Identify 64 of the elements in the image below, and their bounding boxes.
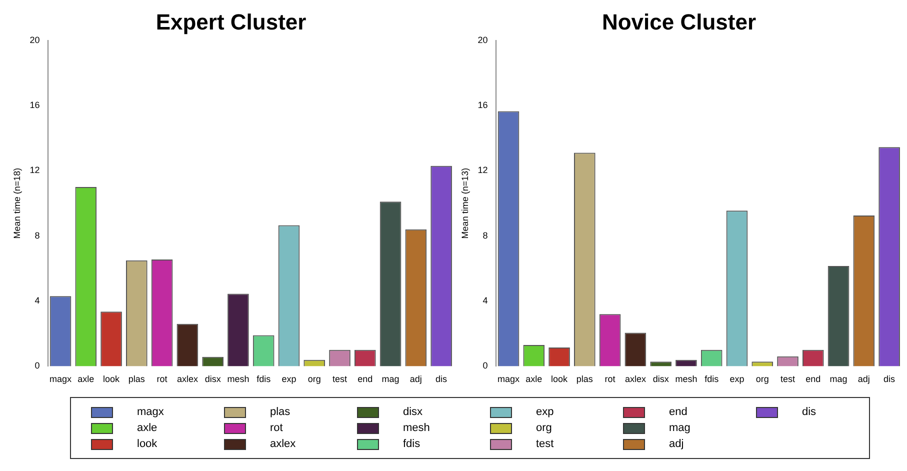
y-tick-label: 12 [478,165,488,176]
x-tick-label: axlex [624,374,646,384]
category-label: disx [403,406,423,418]
x-tick-label: adj [410,374,422,384]
chart-title: Expert Cluster [156,9,307,34]
x-tick-label: plas [576,374,594,384]
x-tick-label: exp [282,374,296,384]
category-label: dis [802,406,816,418]
y-tick-label: 4 [34,296,40,306]
x-tick-label: mesh [675,374,698,384]
category-label: test [536,438,554,450]
x-tick-label: org [308,374,321,384]
category-label: mag [669,422,690,434]
x-tick-label: disx [204,374,222,384]
category-label: fdis [403,438,420,450]
y-tick-label: 0 [482,360,488,371]
x-tick-label: mag [382,374,400,384]
x-tick-label: mag [830,374,848,384]
y-tick-label: 20 [478,34,488,45]
y-axis-title: Mean time (n=18) [12,168,22,239]
x-tick-label: look [551,374,568,384]
y-tick-label: 8 [482,230,488,240]
x-tick-label: end [358,374,373,384]
x-tick-label: fdis [704,374,720,384]
category-label: end [669,406,688,418]
x-tick-label: disx [652,374,670,384]
x-tick-label: org [756,374,769,384]
category-label: look [137,438,158,450]
y-axis-title: Mean time (n=13) [460,168,470,239]
y-tick-label: 4 [482,296,488,306]
x-tick-label: end [806,374,821,384]
x-tick-label: rot [604,374,616,384]
x-tick-label: magx [497,374,520,384]
x-tick-label: mesh [227,374,250,384]
category-label: org [536,422,552,434]
category-label: axle [137,422,158,434]
x-tick-label: magx [49,374,72,384]
x-tick-label: dis [884,374,896,384]
y-tick-label: 0 [34,360,40,371]
category-label: exp [536,406,554,418]
x-tick-label: fdis [256,374,272,384]
x-tick-label: exp [730,374,744,384]
category-label: adj [669,438,684,450]
category-label: mesh [403,422,430,434]
category-label: axlex [270,438,296,450]
y-tick-label: 20 [30,34,40,45]
x-tick-label: test [780,374,796,384]
x-tick-label: plas [128,374,146,384]
y-tick-label: 16 [478,100,488,110]
x-tick-label: axlex [176,374,198,384]
category-label: plas [270,406,290,418]
x-tick-label: look [103,374,120,384]
x-tick-label: rot [156,374,168,384]
x-tick-label: test [332,374,348,384]
x-tick-label: axle [526,374,542,384]
chart-title: Novice Cluster [602,9,756,34]
x-tick-label: axle [78,374,94,384]
x-tick-label: adj [858,374,870,384]
y-tick-label: 12 [30,165,40,176]
y-tick-label: 8 [34,230,40,240]
category-label: magx [137,406,164,418]
x-tick-label: dis [436,374,448,384]
y-tick-label: 16 [30,100,40,110]
category-label: rot [270,422,283,434]
